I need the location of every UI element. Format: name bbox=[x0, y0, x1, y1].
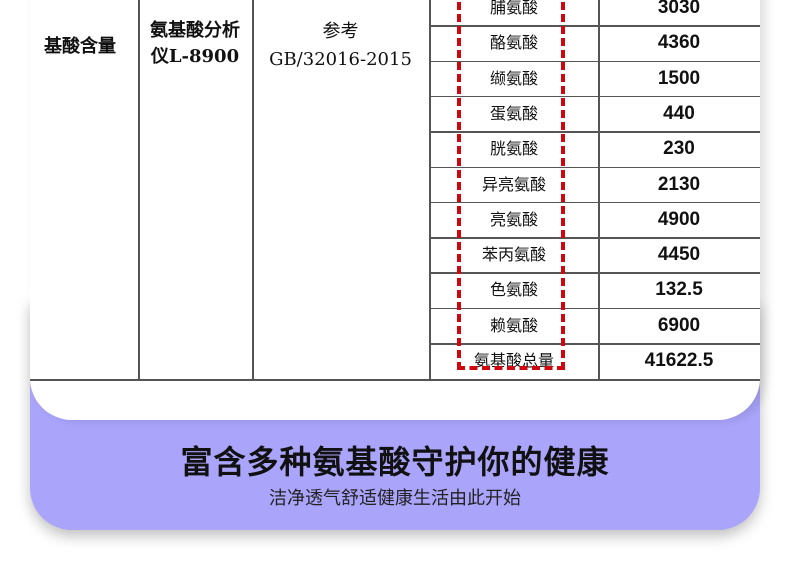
row-divider bbox=[429, 25, 760, 27]
amino-acid-name: 脯氨酸 bbox=[489, 0, 538, 17]
amino-acid-value: 1500 bbox=[657, 67, 701, 89]
amino-acid-name: 酪氨酸 bbox=[489, 33, 538, 53]
amino-acid-name: 胱氨酸 bbox=[489, 139, 538, 159]
standard-line2: GB/32016-2015 bbox=[269, 49, 412, 70]
amino-acid-value: 2130 bbox=[657, 173, 701, 195]
amino-acid-value: 440 bbox=[663, 102, 695, 124]
results-table: 基酸含量 氨基酸分析 仪L-8900 参考 GB/32016-2015 脯氨酸 3… bbox=[30, 0, 760, 420]
amino-acid-name: 蛋氨酸 bbox=[489, 103, 538, 123]
row-divider bbox=[429, 60, 760, 63]
amino-acid-value: 4450 bbox=[657, 244, 701, 266]
column-divider bbox=[252, 0, 254, 380]
amino-acid-value: 41622.5 bbox=[644, 350, 714, 371]
amino-acid-value: 6900 bbox=[657, 314, 701, 336]
banner-title: 富含多种氨基酸守护你的健康 bbox=[180, 443, 610, 481]
banner-subtitle: 洁净透气舒适健康生活由此开始 bbox=[269, 488, 521, 509]
method-line1: 氨基酸分析 bbox=[150, 20, 240, 41]
standard-line1: 参考 bbox=[322, 21, 359, 42]
amino-acid-name: 苯丙氨酸 bbox=[481, 245, 546, 265]
row-divider bbox=[429, 237, 760, 239]
amino-acid-name: 异亮氨酸 bbox=[481, 174, 546, 194]
row-divider bbox=[429, 131, 760, 133]
row-divider bbox=[429, 201, 760, 204]
amino-acid-value: 4360 bbox=[657, 32, 701, 54]
table-bottom-border bbox=[30, 379, 760, 381]
category-cell: 基酸含量 bbox=[44, 36, 116, 57]
column-divider bbox=[429, 0, 431, 380]
amino-acid-name: 赖氨酸 bbox=[489, 315, 538, 335]
row-divider bbox=[429, 95, 760, 98]
row-divider bbox=[429, 343, 760, 345]
amino-acid-name: 色氨酸 bbox=[489, 280, 538, 300]
method-line2: 仪L-8900 bbox=[150, 46, 240, 67]
amino-acid-name: 缬氨酸 bbox=[489, 68, 538, 88]
amino-acid-value: 230 bbox=[663, 138, 695, 160]
row-divider bbox=[429, 166, 760, 168]
amino-acid-value: 3030 bbox=[657, 0, 701, 18]
amino-acid-name: 亮氨酸 bbox=[489, 209, 538, 229]
amino-acid-value: 4900 bbox=[657, 208, 701, 230]
column-divider bbox=[138, 0, 140, 380]
row-divider bbox=[429, 272, 760, 274]
amino-acid-name: 氨基酸总量 bbox=[473, 351, 554, 370]
highlight-dashed-box bbox=[457, 0, 565, 370]
amino-acid-value: 132.5 bbox=[655, 279, 703, 301]
column-divider bbox=[598, 0, 600, 380]
method-cell: 氨基酸分析 仪L-8900 bbox=[138, 18, 252, 70]
standard-cell: 参考 GB/32016-2015 bbox=[252, 18, 429, 74]
row-divider bbox=[429, 307, 760, 310]
